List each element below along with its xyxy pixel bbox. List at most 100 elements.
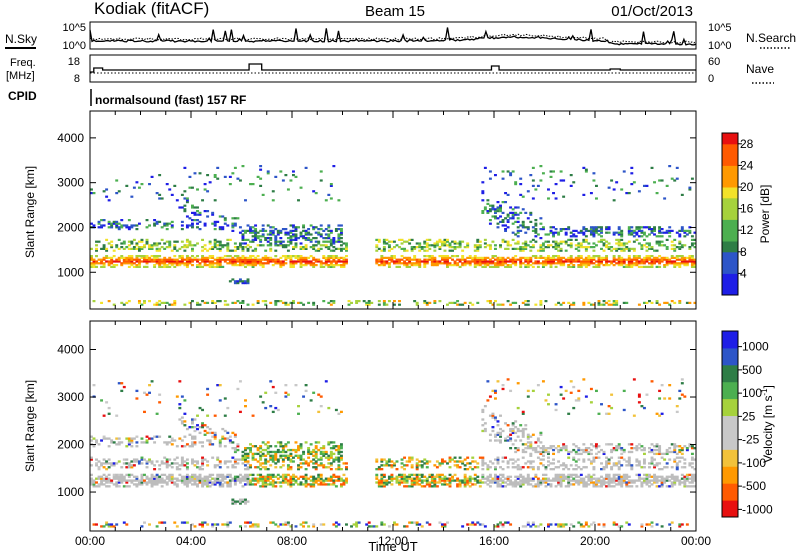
scatter-cell xyxy=(218,264,222,267)
scatter-cell xyxy=(377,258,381,261)
scatter-cell xyxy=(286,256,290,259)
scatter-cell xyxy=(100,464,104,467)
scatter-cell xyxy=(602,477,606,480)
scatter-cell xyxy=(256,481,260,484)
scatter-cell xyxy=(185,201,189,204)
scatter-cell xyxy=(620,456,624,459)
scatter-cell xyxy=(236,479,240,482)
scatter-cell xyxy=(226,481,230,484)
scatter-cell xyxy=(297,477,300,480)
scatter-cell xyxy=(486,468,490,471)
scatter-cell xyxy=(324,264,328,267)
scatter-cell xyxy=(271,190,275,193)
scatter-cell xyxy=(309,246,313,249)
scatter-cell xyxy=(605,460,609,463)
scatter-cell xyxy=(693,242,697,245)
scatter-cell xyxy=(506,193,510,196)
scatter-cell xyxy=(600,462,603,465)
scatter-cell xyxy=(276,408,280,412)
scatter-cell xyxy=(211,525,215,528)
scatter-cell xyxy=(574,244,578,247)
scatter-cell xyxy=(299,462,303,465)
scatter-cell xyxy=(375,260,379,263)
scatter-cell xyxy=(155,255,159,258)
scatter-cell xyxy=(218,240,222,243)
scatter-cell xyxy=(615,523,619,526)
scatter-cell xyxy=(203,477,207,480)
scatter-cell xyxy=(95,523,98,526)
scatter-cell xyxy=(180,458,184,461)
scatter-cell xyxy=(117,485,121,488)
scatter-cell xyxy=(223,481,227,484)
scatter-cell xyxy=(554,262,558,265)
scatter-cell xyxy=(266,473,270,477)
scatter-cell xyxy=(292,262,295,265)
scatter-cell xyxy=(218,215,222,218)
scatter-cell xyxy=(670,247,674,250)
scatter-cell xyxy=(254,262,258,265)
scatter-cell xyxy=(627,464,631,467)
scatter-cell xyxy=(481,424,485,427)
scatter-cell xyxy=(304,264,308,267)
scatter-cell xyxy=(650,228,654,231)
scatter-cell xyxy=(196,219,199,222)
scatter-cell xyxy=(241,300,245,303)
scatter-cell xyxy=(289,260,293,263)
scatter-cell xyxy=(213,240,217,243)
scatter-cell xyxy=(193,477,197,480)
scatter-cell xyxy=(526,226,530,229)
scatter-cell xyxy=(125,224,129,227)
scatter-cell xyxy=(294,244,298,247)
scatter-cell xyxy=(501,238,505,241)
scatter-cell xyxy=(554,473,558,477)
scatter-cell xyxy=(430,255,434,258)
scatter-cell xyxy=(261,452,265,456)
scatter-cell xyxy=(572,525,576,528)
scatter-cell xyxy=(514,475,518,478)
scatter-cell xyxy=(380,523,384,526)
scatter-cell xyxy=(552,479,555,482)
scatter-cell xyxy=(413,262,417,265)
scatter-cell xyxy=(536,260,540,263)
scatter-cell xyxy=(547,452,550,456)
scatter-cell xyxy=(145,393,149,396)
scatter-cell xyxy=(137,258,141,261)
scatter-cell xyxy=(410,464,414,467)
scatter-cell xyxy=(339,443,343,446)
scatter-cell xyxy=(658,258,662,261)
scatter-cell xyxy=(443,479,447,482)
scatter-cell xyxy=(231,278,235,281)
scatter-cell xyxy=(658,303,662,306)
scatter-cell xyxy=(617,255,621,258)
scatter-cell xyxy=(135,458,139,461)
scatter-cell xyxy=(620,477,624,480)
scatter-cell xyxy=(446,258,449,261)
scatter-cell xyxy=(188,481,192,484)
scatter-cell xyxy=(345,246,348,249)
scatter-cell xyxy=(155,244,159,247)
scatter-cell xyxy=(206,431,210,435)
scatter-cell xyxy=(509,479,513,482)
scatter-cell xyxy=(511,231,515,234)
scatter-cell xyxy=(274,260,278,263)
scatter-cell xyxy=(292,473,295,477)
scatter-cell xyxy=(153,435,157,438)
scatter-cell xyxy=(193,172,197,175)
scatter-cell xyxy=(256,258,260,261)
scatter-cell xyxy=(216,265,220,268)
noise-left-tick-top: 10^5 xyxy=(62,22,86,34)
scatter-cell xyxy=(183,303,187,306)
scatter-cell xyxy=(375,238,379,241)
scatter-cell xyxy=(332,240,336,243)
scatter-cell xyxy=(645,481,649,484)
scatter-cell xyxy=(233,166,237,169)
scatter-cell xyxy=(539,222,543,225)
scatter-cell xyxy=(254,523,258,526)
scatter-cell xyxy=(536,485,540,488)
scatter-cell xyxy=(504,521,508,524)
scatter-cell xyxy=(693,265,697,268)
scatter-cell xyxy=(536,525,540,528)
scatter-cell xyxy=(380,258,384,261)
scatter-cell xyxy=(367,301,371,304)
scatter-cell xyxy=(579,244,583,247)
